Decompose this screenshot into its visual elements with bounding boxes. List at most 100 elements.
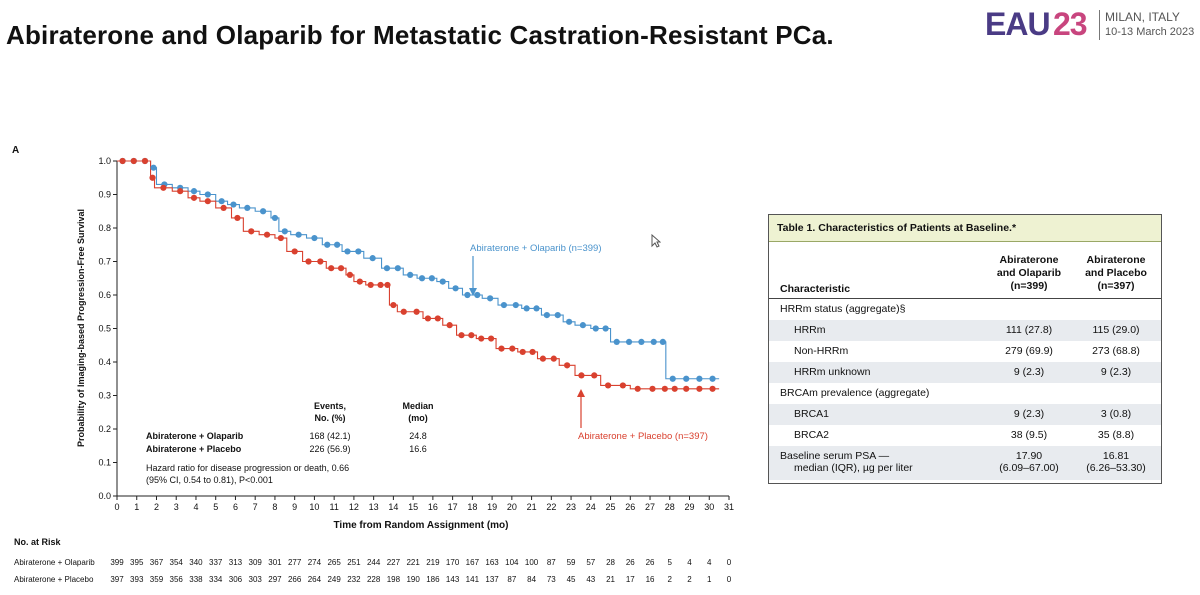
x-tick-label: 31 [724, 502, 734, 512]
events-header-1: Events, [314, 401, 346, 411]
placebo-arrow-head [577, 389, 585, 397]
table-row: HRRm 111 (27.8) 115 (29.0) [769, 320, 1161, 341]
row-label: BRCA2 [794, 429, 830, 441]
x-tick-label: 19 [487, 502, 497, 512]
at-risk-value: 104 [505, 558, 519, 567]
at-risk-value: 221 [406, 558, 420, 567]
placebo-censor-mark [390, 301, 397, 309]
header-placebo-line3: (n=397) [1097, 280, 1135, 292]
placebo-censor-mark [234, 214, 241, 222]
x-tick-label: 23 [566, 502, 576, 512]
header-olaparib-line2: and Olaparib [996, 267, 1062, 279]
y-tick-label: 0.7 [98, 257, 111, 267]
olaparib-censor-mark [533, 305, 540, 312]
at-risk-value: 309 [249, 558, 263, 567]
olaparib-censor-mark [383, 265, 391, 272]
at-risk-value: 265 [327, 558, 341, 567]
placebo-censor-mark [578, 372, 585, 379]
olaparib-censor-mark [394, 265, 401, 272]
at-risk-value: 313 [229, 558, 243, 567]
olaparib-censor-mark [565, 318, 573, 325]
at-risk-value: 198 [387, 575, 401, 584]
at-risk-value: 190 [406, 575, 420, 584]
km-chart: 0 1 2 3 4 5 6 7 8 9 10 11 12 13 14 15 16 17 18 19 20 21 22 23 24… [14, 156, 734, 584]
row-value-olaparib-line2: (6.09–67.00) [999, 462, 1059, 474]
stats-row1-name: Abiraterone + Olaparib [146, 431, 244, 441]
at-risk-value: 100 [525, 558, 539, 567]
at-risk-value: 43 [586, 575, 595, 584]
olaparib-censor-mark [281, 228, 288, 235]
placebo-censor-mark [346, 271, 354, 278]
at-risk-value: 26 [626, 558, 635, 567]
row-value-olaparib-line1: 17.90 [1015, 450, 1043, 462]
table-header: Characteristic Abiraterone and Olaparib … [769, 242, 1161, 299]
at-risk-row2-name: Abiraterone + Placebo [14, 575, 94, 584]
at-risk-value: 21 [606, 575, 615, 584]
row-value-olaparib: 38 (9.5) [1010, 429, 1048, 441]
y-axis-title: Probability of Imaging-based Progression… [76, 209, 86, 447]
logo-eau-text: EAU [985, 6, 1051, 42]
at-risk-title: No. at Risk [14, 537, 62, 547]
at-risk-value: 186 [426, 575, 440, 584]
at-risk-value: 232 [347, 575, 361, 584]
x-tick-label: 30 [704, 502, 714, 512]
at-risk-value: 303 [249, 575, 263, 584]
x-tick-label: 26 [625, 502, 635, 512]
median-header-2: (mo) [408, 413, 428, 423]
at-risk-value: 2 [668, 575, 673, 584]
at-risk-value: 219 [426, 558, 440, 567]
logo-divider [1099, 10, 1100, 40]
at-risk-values: 399 395 367 354 340 337 313 309 301 277 274 265 251 2… [110, 558, 731, 584]
placebo-censor-mark [177, 188, 184, 195]
chart-censor-marks [119, 157, 716, 392]
at-risk-value: 59 [567, 558, 576, 567]
olaparib-censor-mark [295, 231, 302, 238]
x-tick-label: 1 [134, 502, 139, 512]
olaparib-censor-mark [659, 338, 666, 345]
at-risk-value: 249 [327, 575, 341, 584]
placebo-censor-mark [649, 385, 656, 392]
x-tick-label: 14 [388, 502, 398, 512]
at-risk-value: 57 [586, 558, 595, 567]
x-tick-label: 15 [408, 502, 418, 512]
placebo-censor-mark [634, 385, 641, 392]
stats-row1-events: 168 (42.1) [309, 431, 350, 441]
placebo-censor-mark [519, 348, 526, 356]
at-risk-value: 45 [567, 575, 576, 584]
placebo-censor-mark [277, 234, 284, 242]
logo-dates: 10-13 March 2023 [1105, 26, 1195, 38]
placebo-censor-mark [190, 194, 198, 201]
placebo-censor-mark [671, 385, 678, 392]
olaparib-censor-mark [487, 295, 494, 302]
at-risk-value: 228 [367, 575, 381, 584]
placebo-censor-mark [509, 345, 516, 352]
placebo-censor-mark [204, 198, 211, 205]
row-value-placebo: 9 (2.3) [1100, 366, 1132, 378]
placebo-censor-mark [263, 231, 271, 238]
olaparib-censor-mark [311, 234, 318, 242]
x-tick-label: 24 [586, 502, 596, 512]
stats-row2-events: 226 (56.9) [309, 444, 350, 454]
row-label-line1: Baseline serum PSA — [780, 450, 890, 462]
at-risk-value: 393 [130, 575, 144, 584]
table-title: Table 1. Characteristics of Patients at … [769, 215, 1161, 242]
y-tick-label: 0.0 [98, 491, 111, 501]
olaparib-censor-mark [709, 375, 716, 382]
x-tick-label: 17 [448, 502, 458, 512]
placebo-censor-mark [591, 372, 598, 379]
placebo-censor-mark [337, 265, 345, 272]
x-tick-label: 11 [329, 502, 338, 512]
at-risk-value: 87 [547, 558, 556, 567]
olaparib-censor-mark [592, 325, 599, 332]
at-risk-value: 301 [268, 558, 282, 567]
olaparib-censor-mark [474, 291, 481, 299]
placebo-censor-mark [696, 385, 703, 392]
olaparib-censor-mark [669, 375, 676, 382]
olaparib-censor-mark [150, 164, 157, 171]
x-tick-label: 0 [114, 502, 119, 512]
olaparib-censor-mark [683, 375, 690, 382]
x-tick-label: 22 [546, 502, 556, 512]
at-risk-value: 227 [387, 558, 401, 567]
row-value-placebo-line2: (6.26–53.30) [1086, 462, 1146, 474]
placebo-censor-mark [446, 322, 453, 329]
